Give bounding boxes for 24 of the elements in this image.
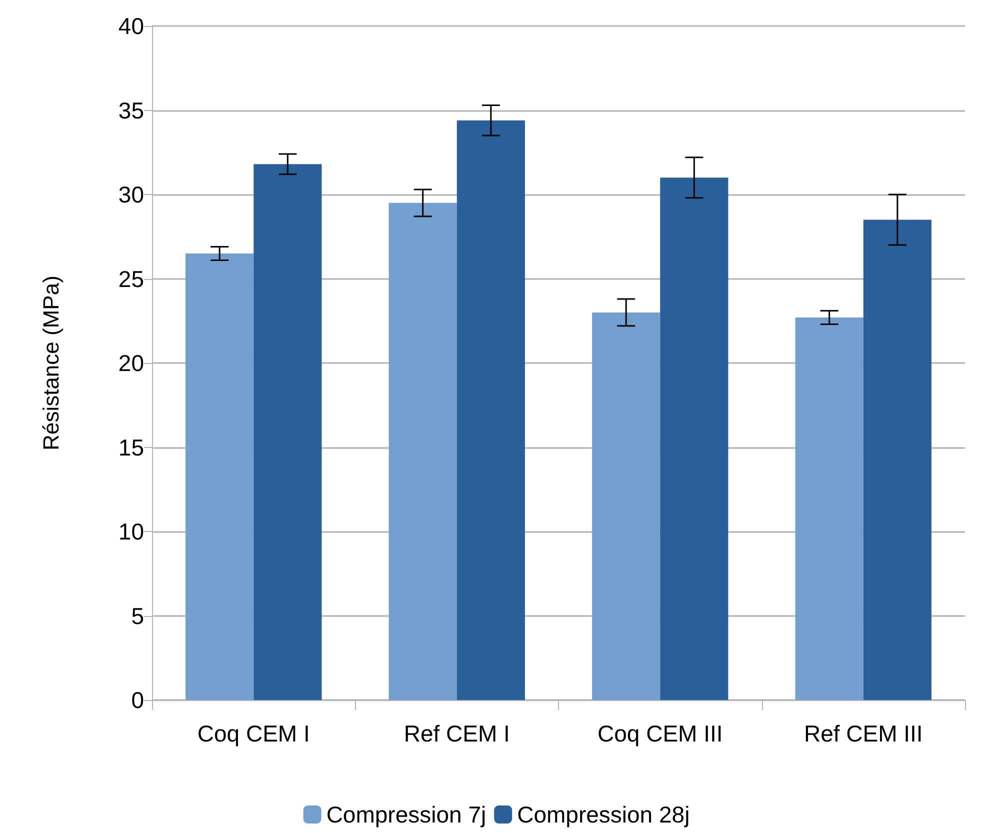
- bar: [456, 120, 525, 700]
- bar: [660, 178, 728, 700]
- y-axis-title: Résistance (MPa): [38, 276, 64, 450]
- bar: [254, 164, 322, 700]
- y-tick-label: 35: [118, 97, 144, 124]
- bar: [592, 312, 660, 700]
- bar: [863, 220, 932, 700]
- bar: [186, 253, 254, 700]
- y-tick-label: 25: [118, 266, 144, 292]
- y-tick-label: 10: [118, 518, 144, 544]
- legend-label: Compression 7j: [326, 802, 486, 828]
- x-tick-label: Coq CEM I: [197, 720, 310, 746]
- y-tick-label: 0: [131, 687, 144, 713]
- x-tick-label: Ref CEM I: [404, 720, 510, 746]
- y-tick-label: 5: [131, 602, 144, 629]
- y-tick-label: 20: [118, 350, 144, 376]
- x-tick-label: Coq CEM III: [597, 720, 723, 746]
- x-tick-label: Ref CEM III: [804, 720, 923, 746]
- legend-label: Compression 28j: [517, 802, 690, 828]
- y-tick-label: 40: [118, 13, 144, 39]
- y-tick-label: 15: [118, 434, 144, 460]
- bar: [795, 318, 864, 700]
- y-tick-label: 30: [118, 182, 144, 208]
- bar: [388, 202, 457, 700]
